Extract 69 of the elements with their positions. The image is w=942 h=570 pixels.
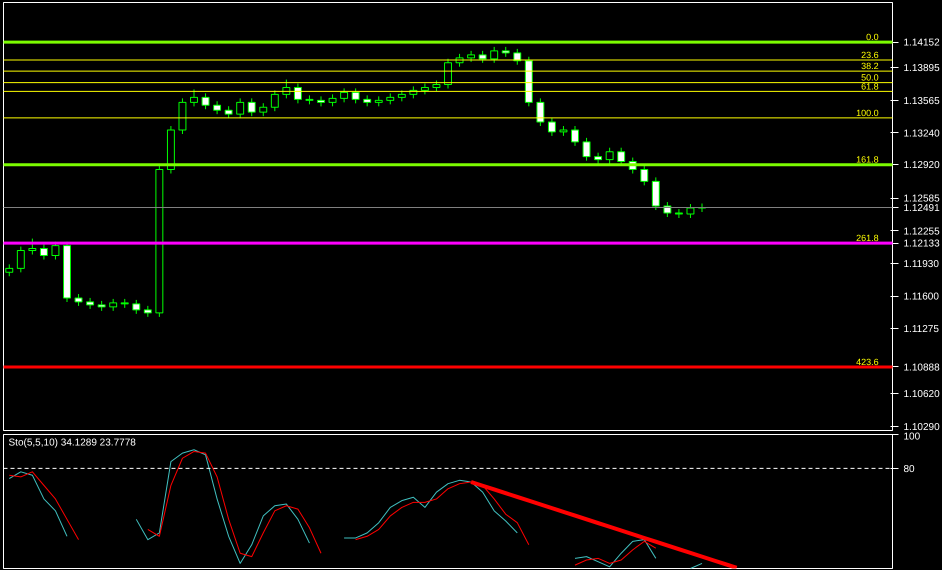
candlestick <box>582 137 591 162</box>
candlestick <box>432 80 440 92</box>
candlestick <box>420 83 429 95</box>
candlestick <box>109 298 118 312</box>
annotation: 100.0 <box>856 108 879 118</box>
annotation: 23.6 <box>861 50 879 60</box>
candlestick <box>640 165 648 186</box>
chart-title: Sto(5,5,10) 34.1289 23.7778 <box>8 438 136 448</box>
y-tick-label: 1.11930 <box>904 258 940 270</box>
y-tick-label: 1.13895 <box>904 63 940 74</box>
y-tick-label: 1.13240 <box>904 128 940 140</box>
candlestick <box>594 152 602 164</box>
candlestick <box>270 90 279 112</box>
candlestick <box>259 102 268 117</box>
candlestick <box>98 300 106 312</box>
candlestick <box>202 92 210 110</box>
candlestick <box>490 46 498 64</box>
y-tick-label: 1.11275 <box>904 324 940 335</box>
candlestick <box>224 106 233 119</box>
candlestick <box>16 246 25 273</box>
candlestick <box>502 46 510 58</box>
y-tick-label: 1.14152 <box>904 38 940 49</box>
candlestick <box>328 94 337 107</box>
annotation: 0.0 <box>866 32 879 42</box>
candlestick <box>686 204 694 218</box>
y-tick-label: 1.10620 <box>904 389 940 400</box>
candlestick <box>132 299 140 314</box>
candlestick <box>444 58 452 89</box>
annotation: 261.8 <box>856 233 879 244</box>
candlestick <box>294 83 302 104</box>
y-tick-label: 1.12920 <box>904 160 940 172</box>
candlestick <box>74 294 83 306</box>
candlestick <box>352 88 360 104</box>
y-tick-label: 1.12585 <box>904 194 940 205</box>
annotation: 423.6 <box>856 356 879 367</box>
candlestick <box>386 92 394 105</box>
candlestick <box>86 297 94 310</box>
candlestick <box>571 126 579 146</box>
candlestick <box>248 98 256 117</box>
y-tick-label: 1.13565 <box>904 96 940 108</box>
candlestick <box>363 94 372 107</box>
y-tick-label: 1.12133 <box>904 238 940 250</box>
candlestick <box>467 50 476 62</box>
y-tick-label: 1.12491 <box>904 202 940 214</box>
candlestick <box>478 50 487 64</box>
candlestick <box>236 98 244 119</box>
annotation: 50.0 <box>861 72 879 83</box>
candlestick <box>536 98 544 127</box>
annotation: 38.2 <box>861 61 879 72</box>
candlestick <box>190 88 198 107</box>
y-tick-label: 80 <box>904 464 916 475</box>
candlestick <box>213 100 222 115</box>
y-tick-label: 1.10888 <box>904 362 940 374</box>
candlestick <box>28 238 36 256</box>
candlestick <box>374 96 383 107</box>
candlestick <box>398 90 406 102</box>
candlestick <box>606 147 614 164</box>
candlestick <box>317 96 325 107</box>
y-tick-label: 1.10290 <box>904 422 940 434</box>
candlestick <box>559 126 568 136</box>
candlestick <box>548 118 556 136</box>
candlestick <box>144 305 152 318</box>
y-tick-label: 1.11600 <box>904 292 940 303</box>
annotation: 161.8 <box>856 154 879 165</box>
annotation: 61.8 <box>861 81 879 92</box>
candlestick <box>340 88 348 103</box>
y-tick-label: 100 <box>904 432 921 442</box>
candlestick <box>40 244 48 260</box>
y-tick-label: 1.12255 <box>904 226 940 238</box>
